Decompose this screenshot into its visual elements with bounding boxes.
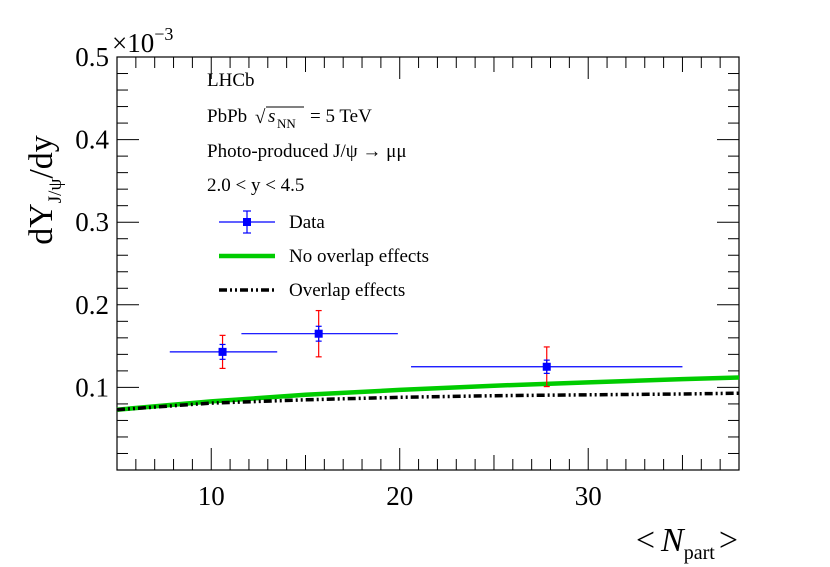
data-point	[218, 347, 227, 356]
legend-label-no-overlap: No overlap effects	[289, 246, 429, 267]
legend-data-marker	[243, 218, 251, 226]
y-axis-tick-labels: 0.1 0.2 0.3 0.4 0.5	[75, 42, 109, 402]
experiment-label: LHCb	[207, 70, 255, 91]
collision-system-label: PbPb √ s NN = 5 TeV	[207, 106, 372, 131]
y-tick-label: 0.5	[75, 42, 109, 72]
y-tick-label: 0.4	[75, 125, 109, 155]
y-axis-title: dYJ/ψ/dy	[23, 135, 66, 245]
y-tick-label: 0.3	[75, 207, 109, 237]
y-axis-ticks	[117, 56, 739, 471]
process-label: Photo-produced J/ψ → μμ	[207, 141, 407, 162]
sqrt-symbol: √	[255, 107, 266, 128]
x-axis-ticks	[116, 57, 740, 470]
y-tick-label: 0.1	[75, 372, 109, 402]
x-axis-tick-labels: 10 20 30	[198, 481, 602, 511]
model-curves	[116, 375, 740, 412]
sqrt-s-symbol: s	[268, 106, 275, 127]
plot-frame	[116, 56, 740, 471]
rapidity-label: 2.0 < y < 4.5	[207, 175, 304, 196]
legend-label-overlap: Overlap effects	[289, 280, 405, 301]
legend-item-overlap: Overlap effects	[219, 280, 405, 301]
x-tick-label: 10	[198, 481, 225, 511]
x-tick-label: 30	[575, 481, 602, 511]
no-overlap-curve	[116, 375, 740, 412]
energy-label: = 5 TeV	[310, 106, 372, 127]
legend-item-data: Data	[219, 210, 325, 234]
y-tick-label: 0.2	[75, 290, 109, 320]
y-axis-multiplier: ×10−3	[112, 24, 173, 58]
data-points	[169, 309, 683, 388]
overlap-curve	[116, 391, 740, 412]
legend: Data No overlap effects Overlap effects	[219, 210, 429, 301]
sqrt-s-subscript: NN	[277, 116, 296, 131]
legend-label-data: Data	[289, 212, 325, 233]
svg-text:PbPb: PbPb	[207, 106, 247, 127]
legend-item-no-overlap: No overlap effects	[219, 246, 429, 267]
x-axis-title: < Npart >	[636, 522, 738, 564]
x-tick-label: 20	[386, 481, 413, 511]
data-point	[314, 329, 323, 338]
data-point	[542, 362, 551, 371]
